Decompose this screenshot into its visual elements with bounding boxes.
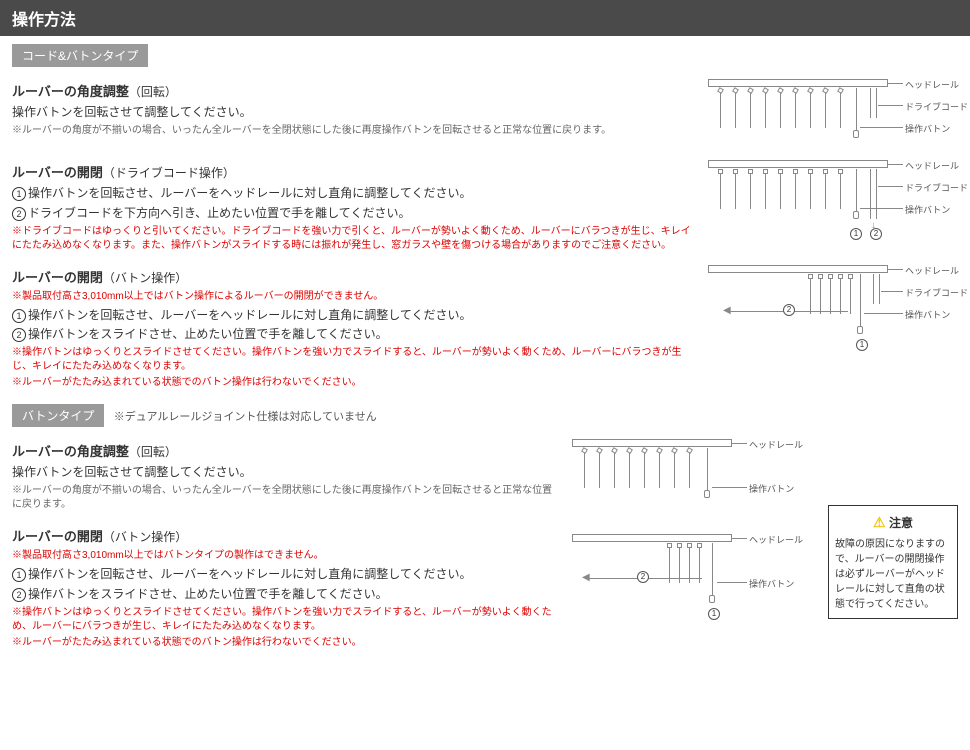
s1b1-body: 操作バトンを回転させて調整してください。 xyxy=(12,104,698,121)
lbl-headrail-5: ヘッドレール xyxy=(749,533,803,546)
s2b2-step2: 2操作バトンをスライドさせ、止めたい位置で手を離してください。 xyxy=(12,586,562,603)
lbl-drivecord-1: ドライブコード xyxy=(905,100,968,113)
warn-title-text: 注意 xyxy=(889,516,913,530)
s2b2-title: ルーバーの開閉（バトン操作） xyxy=(12,526,562,545)
s1b3-warn1: ※操作バトンはゆっくりとスライドさせてください。操作バトンを強い力でスライドする… xyxy=(12,346,698,374)
s1b2-step1-text: 操作バトンを回転させ、ルーバーをヘッドレールに対し直角に調整してください。 xyxy=(28,186,472,200)
lbl-headrail-2: ヘッドレール xyxy=(905,159,959,172)
page-header: 操作方法 xyxy=(0,0,970,36)
lbl-headrail-1: ヘッドレール xyxy=(905,78,959,91)
s2b1-body: 操作バトンを回転させて調整してください。 xyxy=(12,464,562,481)
lbl-baton-3: 操作バトン xyxy=(905,308,950,321)
lbl-baton-2: 操作バトン xyxy=(905,203,950,216)
d2-n1: 1 xyxy=(850,228,862,240)
s2b2-step1: 1操作バトンを回転させ、ルーバーをヘッドレールに対し直角に調整してください。 xyxy=(12,566,562,583)
s1b3-step2-text: 操作バトンをスライドさせ、止めたい位置で手を離してください。 xyxy=(28,327,388,341)
warning-box: ⚠ 注意 故障の原因になりますので、ルーバーの開閉操作は必ずルーバーがヘッドレー… xyxy=(828,505,958,619)
s2b2-warn2: ※ルーバーがたたみ込まれている状態でのバトン操作は行わないでください。 xyxy=(12,636,562,650)
s2b1-paren: （回転） xyxy=(129,445,177,459)
s1b1-paren: （回転） xyxy=(129,85,177,99)
lbl-headrail-3: ヘッドレール xyxy=(905,264,959,277)
tag-cord-baton: コード&バトンタイプ xyxy=(12,44,148,67)
s1b3-warn2: ※ルーバーがたたみ込まれている状態でのバトン操作は行わないでください。 xyxy=(12,376,698,390)
warning-icon: ⚠ xyxy=(873,514,886,530)
s1b3-step1: 1操作バトンを回転させ、ルーバーをヘッドレールに対し直角に調整してください。 xyxy=(12,307,698,324)
circ-1c: 1 xyxy=(12,568,26,582)
diagram-4: ヘッドレール 操作バトン xyxy=(572,435,822,510)
tag-baton: バトンタイプ xyxy=(12,404,104,427)
lbl-baton-5: 操作バトン xyxy=(749,577,794,590)
s1b1-title-text: ルーバーの角度調整 xyxy=(12,84,129,99)
s1b2-step1: 1操作バトンを回転させ、ルーバーをヘッドレールに対し直角に調整してください。 xyxy=(12,185,698,202)
s2b2-title-text: ルーバーの開閉 xyxy=(12,529,103,544)
circ-2c: 2 xyxy=(12,588,26,602)
d5-n2: 2 xyxy=(637,571,649,583)
s1b2-paren: （ドライブコード操作） xyxy=(103,166,235,180)
s1b2-title: ルーバーの開閉（ドライブコード操作） xyxy=(12,162,698,181)
diagram-3: ◀ 2 1 ヘッドレール ドライブコード 操作バトン xyxy=(708,261,958,393)
diagram-5: ◀ 2 1 ヘッドレール 操作バトン xyxy=(572,530,822,620)
warn-title: ⚠ 注意 xyxy=(835,512,951,533)
s1b3-title-text: ルーバーの開閉 xyxy=(12,270,103,285)
lbl-drivecord-3: ドライブコード xyxy=(905,286,968,299)
lbl-baton-1: 操作バトン xyxy=(905,122,950,135)
d5-n1: 1 xyxy=(708,608,720,620)
tag-baton-note: ※デュアルレールジョイント仕様は対応していません xyxy=(114,411,377,423)
s1b2-title-text: ルーバーの開閉 xyxy=(12,165,103,180)
diagram-1: ヘッドレール ドライブコード 操作バトン xyxy=(708,75,958,150)
s1b2-warn: ※ドライブコードはゆっくりと引いてください。ドライブコードを強い力で引くと、ルー… xyxy=(12,225,698,253)
s2b1-title: ルーバーの角度調整（回転） xyxy=(12,441,562,460)
s2b2-paren: （バトン操作） xyxy=(103,530,187,544)
s2b2-note1: ※製品取付高さ3,010mm以上ではバトンタイプの製作はできません。 xyxy=(12,549,562,563)
s1b3-step1-text: 操作バトンを回転させ、ルーバーをヘッドレールに対し直角に調整してください。 xyxy=(28,308,472,322)
s1b2-step2-text: ドライブコードを下方向へ引き、止めたい位置で手を離してください。 xyxy=(28,206,410,220)
s2b2-step2-text: 操作バトンをスライドさせ、止めたい位置で手を離してください。 xyxy=(28,587,388,601)
s1b3-paren: （バトン操作） xyxy=(103,271,187,285)
circ-2: 2 xyxy=(12,207,26,221)
circ-1: 1 xyxy=(12,187,26,201)
lbl-headrail-4: ヘッドレール xyxy=(749,438,803,451)
warn-body: 故障の原因になりますので、ルーバーの開閉操作は必ずルーバーがヘッドレールに対して… xyxy=(835,537,951,612)
s2b1-note: ※ルーバーの角度が不揃いの場合、いったん全ルーバーを全閉状態にした後に再度操作バ… xyxy=(12,484,562,512)
s2b2-step1-text: 操作バトンを回転させ、ルーバーをヘッドレールに対し直角に調整してください。 xyxy=(28,567,472,581)
s1b2-step2: 2ドライブコードを下方向へ引き、止めたい位置で手を離してください。 xyxy=(12,205,698,222)
d3-n1: 1 xyxy=(856,339,868,351)
content: コード&バトンタイプ ルーバーの角度調整（回転） 操作バトンを回転させて調整して… xyxy=(0,36,970,660)
s1b3-title: ルーバーの開閉（バトン操作） xyxy=(12,267,698,286)
s1b1-note: ※ルーバーの角度が不揃いの場合、いったん全ルーバーを全閉状態にした後に再度操作バ… xyxy=(12,124,698,138)
circ-2b: 2 xyxy=(12,328,26,342)
lbl-baton-4: 操作バトン xyxy=(749,482,794,495)
s1b1-title: ルーバーの角度調整（回転） xyxy=(12,81,698,100)
circ-1b: 1 xyxy=(12,309,26,323)
d3-n2: 2 xyxy=(783,304,795,316)
s2b2-warn1: ※操作バトンはゆっくりとスライドさせてください。操作バトンを強い力でスライドする… xyxy=(12,606,562,634)
s1b3-step2: 2操作バトンをスライドさせ、止めたい位置で手を離してください。 xyxy=(12,326,698,343)
lbl-drivecord-2: ドライブコード xyxy=(905,181,968,194)
s1b3-note1: ※製品取付高さ3,010mm以上ではバトン操作によるルーバーの開閉ができません。 xyxy=(12,290,698,304)
s2b1-title-text: ルーバーの角度調整 xyxy=(12,444,129,459)
diagram-2: ヘッドレール ドライブコード 操作バトン 1 2 ↓ xyxy=(708,156,958,255)
